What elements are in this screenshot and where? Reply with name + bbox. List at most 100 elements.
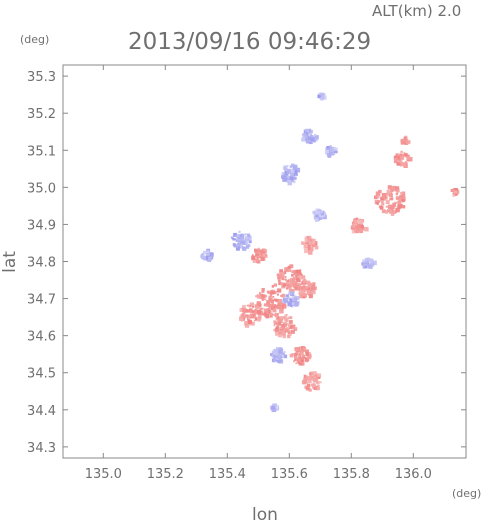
- positive-echo-pixel: [256, 254, 259, 257]
- positive-echo-pixel: [292, 280, 297, 285]
- positive-echo-pixel: [312, 383, 316, 387]
- positive-echo-pixel: [303, 377, 308, 382]
- positive-echo-pixel: [302, 350, 304, 352]
- positive-echo-pixel: [282, 283, 286, 287]
- positive-echo-pixel: [385, 200, 390, 205]
- negative-echo-pixel: [313, 215, 319, 220]
- positive-echo-pixel: [397, 204, 402, 209]
- positive-echo-pixel: [400, 156, 405, 160]
- positive-echo-pixel: [245, 321, 248, 324]
- negative-echo-pixel: [295, 296, 300, 301]
- positive-echo-pixel: [310, 383, 314, 387]
- positive-echo-pixel: [287, 331, 292, 336]
- positive-echo-pixel: [392, 202, 396, 207]
- positive-echo-pixel: [402, 153, 406, 157]
- positive-echo-pixel: [254, 308, 257, 311]
- negative-echo-pixel: [282, 352, 285, 355]
- positive-echo-pixel: [314, 241, 318, 245]
- positive-echo-pixel: [293, 327, 298, 331]
- positive-echo-pixel: [248, 319, 253, 324]
- negative-echo-pixel: [372, 260, 377, 266]
- positive-echo-pixel: [304, 375, 308, 380]
- positive-echo-pixel: [256, 256, 259, 259]
- negative-echo-pixel: [308, 133, 310, 136]
- negative-echo-pixel: [326, 146, 330, 149]
- positive-echo-pixel: [288, 285, 292, 289]
- positive-echo-pixel: [390, 192, 392, 194]
- negative-echo-pixel: [334, 150, 338, 154]
- positive-echo-pixel: [381, 202, 385, 206]
- positive-echo-pixel: [300, 289, 306, 295]
- positive-echo-pixel: [249, 302, 255, 307]
- positive-echo-pixel: [277, 333, 282, 338]
- negative-echo-pixel: [275, 405, 279, 409]
- positive-echo-pixel: [356, 224, 362, 229]
- positive-echo-pixel: [282, 325, 286, 329]
- positive-echo-pixel: [288, 316, 291, 319]
- positive-echo-pixel: [261, 288, 265, 292]
- positive-echo-pixel: [273, 283, 277, 287]
- negative-echo-pixel: [365, 257, 370, 263]
- positive-echo-pixel: [400, 164, 402, 167]
- positive-echo-pixel: [387, 209, 391, 213]
- positive-echo-pixel: [308, 388, 312, 392]
- positive-echo-pixel: [307, 355, 312, 360]
- positive-echo-pixel: [298, 284, 300, 287]
- positive-echo-pixel: [299, 283, 302, 286]
- positive-echo-pixel: [401, 194, 406, 198]
- negative-echo-pixel: [294, 302, 299, 307]
- positive-echo-pixel: [276, 290, 278, 293]
- negative-echo-pixel: [244, 236, 249, 240]
- positive-echo-pixel: [381, 199, 384, 202]
- positive-echo-pixel: [311, 238, 316, 244]
- positive-echo-pixel: [406, 154, 410, 158]
- positive-echo-pixel: [386, 189, 391, 194]
- negative-echo-pixel: [237, 234, 242, 238]
- positive-echo-pixel: [278, 282, 281, 285]
- positive-echo-pixel: [279, 302, 283, 306]
- positive-echo-pixel: [300, 282, 303, 286]
- positive-echo-pixel: [290, 277, 295, 283]
- positive-echo-pixel: [267, 304, 271, 307]
- positive-echo-pixel: [296, 277, 301, 283]
- positive-echo-pixel: [281, 293, 286, 298]
- negative-echo-pixel: [314, 218, 319, 222]
- positive-echo-pixel: [242, 304, 246, 309]
- positive-echo-pixel: [307, 237, 311, 242]
- positive-echo-pixel: [395, 153, 400, 158]
- positive-echo-pixel: [268, 307, 270, 309]
- positive-echo-pixel: [280, 294, 283, 298]
- positive-echo-pixel: [269, 290, 274, 295]
- positive-echo-pixel: [302, 284, 306, 287]
- positive-echo-pixel: [386, 192, 390, 196]
- positive-echo-pixel: [355, 217, 359, 220]
- positive-echo-pixel: [294, 347, 299, 351]
- positive-echo-pixel: [254, 248, 257, 252]
- negative-echo-pixel: [329, 145, 332, 148]
- negative-echo-pixel: [235, 246, 240, 251]
- positive-echo-pixel: [392, 185, 397, 190]
- positive-echo-pixel: [268, 295, 272, 299]
- negative-echo-pixel: [285, 294, 289, 298]
- positive-echo-pixel: [356, 219, 360, 223]
- negative-echo-pixel: [370, 262, 375, 267]
- negative-echo-pixel: [370, 260, 373, 263]
- negative-echo-pixel: [247, 233, 251, 237]
- positive-echo-pixel: [298, 354, 301, 358]
- positive-echo-pixel: [381, 209, 386, 214]
- positive-echo-pixel: [315, 374, 317, 377]
- positive-echo-pixel: [256, 258, 260, 263]
- positive-echo-pixel: [299, 294, 303, 299]
- positive-echo-pixel: [404, 135, 408, 139]
- positive-echo-pixel: [390, 189, 394, 193]
- positive-echo-pixel: [406, 156, 410, 160]
- positive-echo-pixel: [298, 361, 303, 366]
- positive-echo-pixel: [255, 318, 258, 321]
- negative-echo-pixel: [320, 212, 324, 216]
- negative-echo-pixel: [302, 133, 307, 137]
- positive-echo-pixel: [299, 350, 303, 353]
- positive-echo-pixel: [282, 334, 287, 339]
- positive-echo-pixel: [403, 139, 407, 143]
- positive-echo-pixel: [249, 308, 252, 312]
- negative-echo-pixel: [235, 234, 240, 238]
